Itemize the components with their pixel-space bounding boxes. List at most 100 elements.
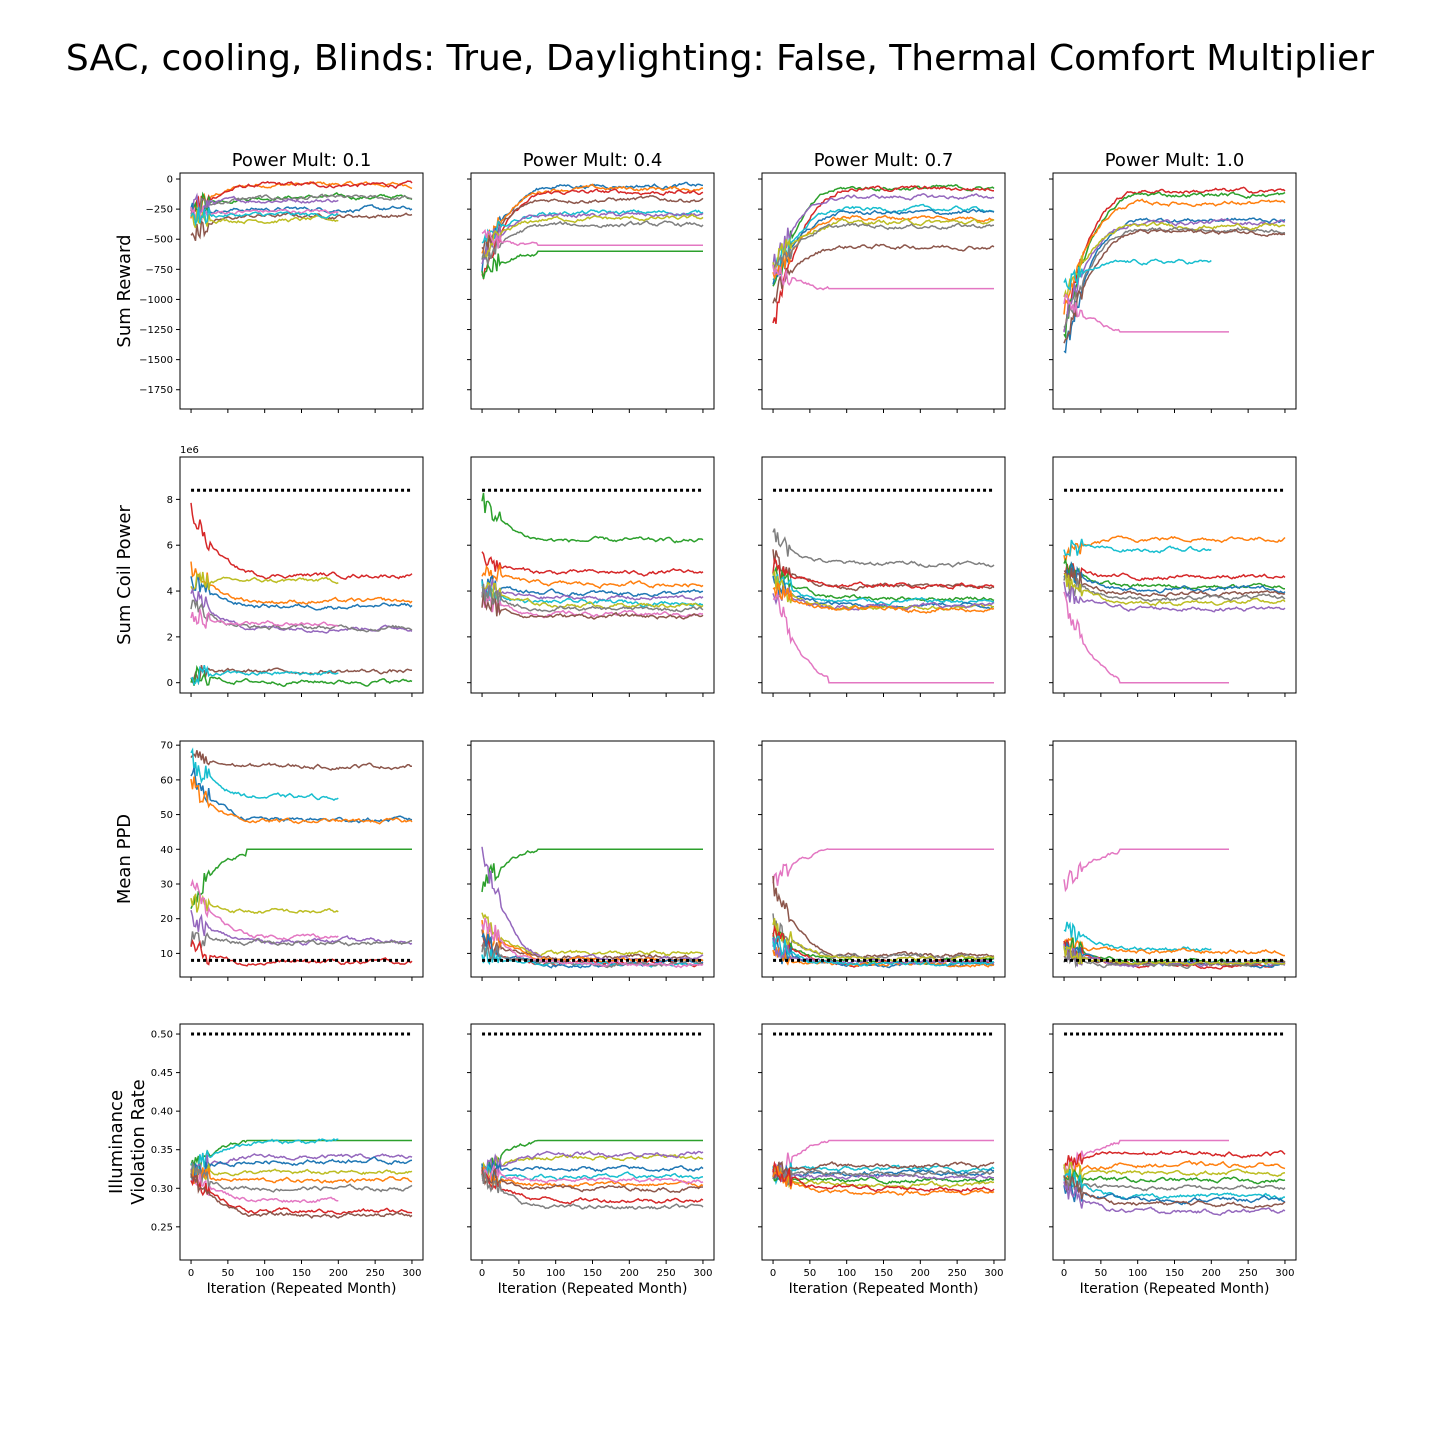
figure-title: SAC, cooling, Blinds: True, Daylighting:… (66, 38, 1374, 79)
offset-label: 1e6 (180, 445, 199, 456)
x-tick-label: 150 (583, 1268, 602, 1279)
series-group (190, 488, 413, 688)
series-line-10 (481, 1172, 704, 1210)
series-line-2 (190, 561, 413, 605)
series-line-8 (481, 220, 704, 266)
x-tick-label: 50 (221, 1268, 234, 1279)
y-tick-label: 30 (160, 879, 173, 890)
panel-r4-c2: 0 50 100 150 200 250 300 Iteration (Repeated Mo… (467, 1023, 715, 1297)
series-line-10 (190, 665, 339, 686)
series-line-4 (772, 565, 995, 602)
series-line-10 (772, 264, 994, 291)
series-line-9 (772, 243, 995, 304)
panel-grid: 0 −250 −500 −750 −1000 −1250 −1500 −1750 Power M… (106, 150, 1297, 1297)
series-line-6 (1063, 221, 1286, 298)
series-line-1 (1063, 535, 1286, 563)
series-line-8 (772, 946, 995, 968)
x-axis-label: Iteration (Repeated Month) (207, 1281, 397, 1297)
x-tick-label: 300 (693, 1268, 712, 1279)
series-group (190, 1032, 413, 1219)
series-line-4 (190, 193, 413, 221)
series-line-9 (1063, 258, 1212, 291)
y-tick-label: 10 (160, 949, 173, 960)
x-tick-label: 300 (402, 1268, 421, 1279)
series-line-8 (772, 585, 995, 611)
x-tick-label: 200 (1202, 1268, 1221, 1279)
panel-r1-c1: 0 −250 −500 −750 −1000 −1250 −1500 −1750 Power M… (114, 150, 424, 413)
panel-r4-c3: 0 50 100 150 200 250 300 Iteration (Repeated Mo… (758, 1023, 1006, 1297)
series-line-1 (190, 750, 412, 771)
series-group (1063, 186, 1286, 354)
series-line-4 (481, 574, 704, 598)
series-line-5 (481, 1164, 704, 1185)
series-line-1 (772, 528, 995, 568)
y-axis-label: Mean PPD (114, 814, 135, 904)
series-line-4 (1063, 217, 1286, 354)
series-line-7 (1063, 1169, 1285, 1201)
series-line-3 (481, 564, 704, 590)
series-line-6 (772, 214, 995, 281)
series-line-8 (1063, 1183, 1286, 1206)
y-tick-label: 0.45 (151, 1068, 173, 1079)
series-line-9 (1063, 581, 1286, 613)
series-line-4 (481, 1160, 704, 1182)
series-line-4 (772, 203, 995, 283)
series-line-1 (772, 1139, 994, 1176)
series-line-9 (772, 1165, 995, 1196)
series-group (190, 747, 413, 967)
series-line-3 (1063, 1160, 1286, 1183)
series-line-5 (190, 1162, 413, 1181)
y-tick-label: 0 (167, 175, 173, 186)
series-line-1 (772, 848, 994, 886)
series-line-5 (190, 848, 412, 909)
series-line-5 (481, 579, 704, 603)
series-line-1 (1063, 1139, 1229, 1177)
series-line-9 (190, 1175, 413, 1215)
series-line-1 (1063, 186, 1286, 332)
series-line-3 (772, 557, 995, 590)
series-line-9 (190, 210, 339, 229)
series-line-6 (190, 202, 413, 221)
series-line-3 (772, 193, 995, 268)
series-line-7 (772, 570, 995, 611)
series-line-7 (481, 213, 704, 261)
series-line-10 (190, 207, 339, 227)
y-tick-label: −750 (146, 265, 173, 276)
series-line-8 (772, 1160, 995, 1179)
panel-r2-c3 (758, 456, 1006, 697)
y-tick-label: 0.30 (151, 1184, 173, 1195)
y-axis-label: Violation Rate (128, 1079, 149, 1204)
y-tick-label: 70 (160, 741, 173, 752)
x-tick-label: 0 (479, 1268, 485, 1279)
y-tick-label: 2 (167, 632, 173, 643)
series-line-2 (481, 551, 704, 577)
series-line-9 (190, 664, 413, 688)
x-tick-label: 150 (1165, 1268, 1184, 1279)
series-line-10 (190, 1173, 413, 1219)
series-line-2 (1063, 921, 1212, 952)
panel-frame (1052, 740, 1297, 978)
panel-frame (470, 172, 715, 410)
y-tick-label: 0.25 (151, 1222, 173, 1233)
x-tick-label: 50 (803, 1268, 816, 1279)
series-line-8 (1063, 573, 1286, 607)
x-tick-label: 50 (1094, 1268, 1107, 1279)
series-group (481, 181, 704, 281)
panel-r1-c4: Power Mult: 1.0 (1049, 150, 1297, 413)
panel-r1-c2: Power Mult: 0.4 (467, 150, 715, 413)
series-line-2 (190, 747, 339, 802)
series-line-9 (190, 931, 413, 949)
series-line-3 (1063, 198, 1286, 315)
y-tick-label: −1500 (139, 355, 173, 366)
series-line-8 (772, 222, 995, 269)
x-tick-label: 100 (255, 1268, 274, 1279)
x-axis-label: Iteration (Repeated Month) (1080, 1281, 1270, 1297)
x-tick-label: 100 (837, 1268, 856, 1279)
series-line-7 (190, 206, 339, 224)
panel-r2-c4 (1049, 456, 1297, 697)
series-line-2 (1063, 538, 1212, 557)
series-line-6 (190, 892, 339, 914)
series-line-1 (190, 502, 413, 580)
series-line-4 (481, 846, 704, 963)
y-tick-label: 60 (160, 775, 173, 786)
